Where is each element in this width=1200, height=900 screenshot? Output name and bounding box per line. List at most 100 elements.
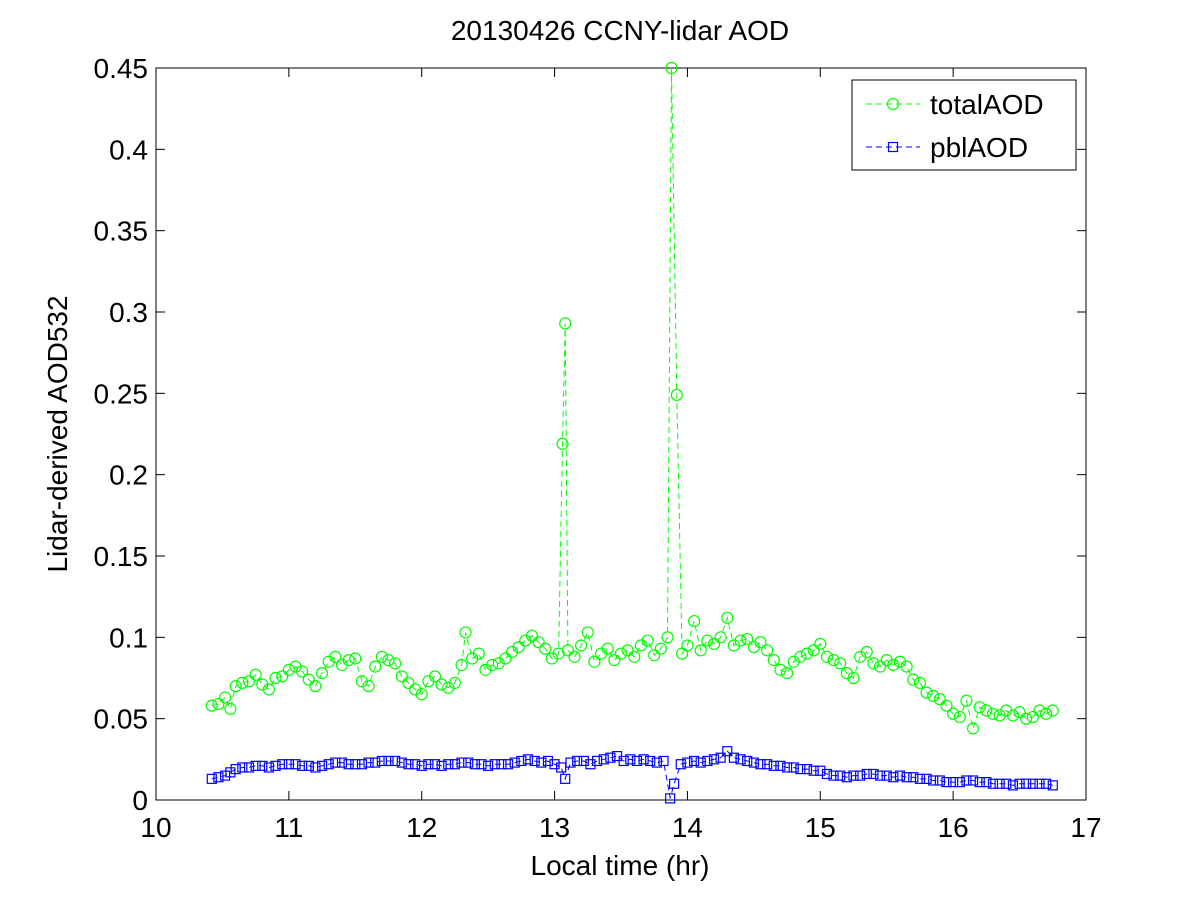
totalAOD-point xyxy=(741,632,754,646)
legend-marker xyxy=(887,141,899,153)
totalAOD-point xyxy=(1026,710,1039,724)
pblAOD-point xyxy=(509,757,520,768)
pblAOD-point xyxy=(625,754,636,765)
pblAOD-point xyxy=(416,760,427,771)
pblAOD-point xyxy=(591,755,603,767)
totalAOD-point xyxy=(767,654,780,667)
pblAOD-point xyxy=(390,755,401,767)
pblAOD-point xyxy=(631,755,643,767)
y-axis: 0 0.05 0.1 0.15 0.2 0.25 0.3 0.35 0.4 0.45 xyxy=(94,53,1086,816)
legend-entry-pblAOD: pblAOD xyxy=(866,132,1028,163)
x-tick-label: 11 xyxy=(274,812,303,843)
totalAOD-point xyxy=(415,688,428,701)
totalAOD-point xyxy=(1020,712,1033,725)
totalAOD-point xyxy=(224,702,237,716)
totalAOD-point xyxy=(687,614,701,628)
totalAOD-line xyxy=(211,67,1054,731)
totalAOD-point xyxy=(1033,704,1046,717)
pblAOD-point xyxy=(848,770,859,781)
pblAOD-point xyxy=(874,770,886,781)
pblAOD-point xyxy=(549,759,560,770)
pblAOD-point xyxy=(1047,780,1058,791)
pblAOD-point xyxy=(695,757,706,768)
y-tick-label: 0.2 xyxy=(109,460,148,491)
pblAOD-point xyxy=(536,757,547,768)
totalAOD-point xyxy=(641,634,654,647)
pblAOD-point xyxy=(921,773,932,784)
totalAOD-point xyxy=(1046,704,1059,717)
totalAOD-point xyxy=(575,639,588,652)
totalAOD-point xyxy=(459,626,472,639)
totalAOD-point xyxy=(920,686,933,699)
pblAOD-point xyxy=(702,755,713,767)
pblAOD-point xyxy=(855,770,866,781)
totalAOD-point xyxy=(472,647,485,660)
totalAOD-point xyxy=(628,650,641,663)
totalAOD-point xyxy=(499,652,512,665)
totalAOD-point xyxy=(581,626,594,639)
pblAOD-point xyxy=(330,757,341,768)
totalAOD-point xyxy=(539,642,552,655)
pblAOD-point xyxy=(815,765,826,776)
plot-area xyxy=(155,67,1087,801)
totalAOD-point xyxy=(834,657,847,670)
totalAOD-point xyxy=(654,642,667,655)
totalAOD-point xyxy=(1040,707,1053,720)
pblAOD-point xyxy=(456,757,467,768)
pblAOD-point xyxy=(722,746,733,757)
pblAOD-point xyxy=(835,770,846,781)
pblAOD-point xyxy=(376,755,387,767)
pblAOD-point xyxy=(961,775,972,786)
pblAOD-point xyxy=(323,759,334,770)
pblAOD-point xyxy=(967,775,979,786)
totalAOD-point xyxy=(780,667,794,680)
pblAOD-point xyxy=(861,768,872,780)
pblAOD-point xyxy=(237,762,248,773)
totalAOD-point xyxy=(315,667,329,680)
totalAOD-point xyxy=(525,629,539,642)
pblAOD-point xyxy=(1007,780,1019,791)
pblAOD-point xyxy=(225,767,236,778)
pblAOD-point xyxy=(206,773,217,784)
pblAOD-point xyxy=(476,759,487,770)
totalAOD-point xyxy=(913,676,927,689)
pblAOD-point xyxy=(578,755,589,767)
chart-title: 20130426 CCNY-lidar AOD xyxy=(451,15,789,46)
pblAOD-point xyxy=(941,777,952,788)
legend-entry-totalAOD: totalAOD xyxy=(866,89,1044,120)
pblAOD-point xyxy=(1027,778,1038,789)
pblAOD-point xyxy=(928,775,939,786)
totalAOD-point xyxy=(933,693,946,706)
pblAOD-point xyxy=(688,755,700,767)
x-tick-label: 12 xyxy=(406,812,437,843)
pblAOD-point xyxy=(682,757,693,768)
totalAOD-point xyxy=(670,388,683,402)
pblAOD-point xyxy=(409,759,421,770)
totalAOD-series xyxy=(205,61,1059,735)
totalAOD-point xyxy=(661,631,674,644)
pblAOD-point xyxy=(572,755,583,767)
pblAOD-point xyxy=(669,778,680,789)
pblAOD-point xyxy=(645,755,656,767)
totalAOD-point xyxy=(665,61,678,75)
totalAOD-point xyxy=(486,658,499,672)
pblAOD-point xyxy=(230,763,241,775)
pblAOD-point xyxy=(974,777,985,788)
pblAOD-point xyxy=(469,759,480,770)
pblAOD-point xyxy=(894,770,906,781)
pblAOD-point xyxy=(618,755,629,767)
totalAOD-point xyxy=(947,707,960,720)
pblAOD-point xyxy=(651,757,662,768)
pblAOD-point xyxy=(908,772,919,783)
totalAOD-point xyxy=(734,634,747,647)
pblAOD-point xyxy=(1014,778,1025,789)
totalAOD-point xyxy=(867,657,880,670)
totalAOD-point xyxy=(588,655,601,668)
pblAOD-point xyxy=(316,760,328,771)
pblAOD-point xyxy=(350,759,361,770)
pblAOD-point xyxy=(755,759,766,770)
totalAOD-point xyxy=(980,704,993,717)
totalAOD-point xyxy=(455,658,468,672)
pblAOD-point xyxy=(914,773,926,784)
